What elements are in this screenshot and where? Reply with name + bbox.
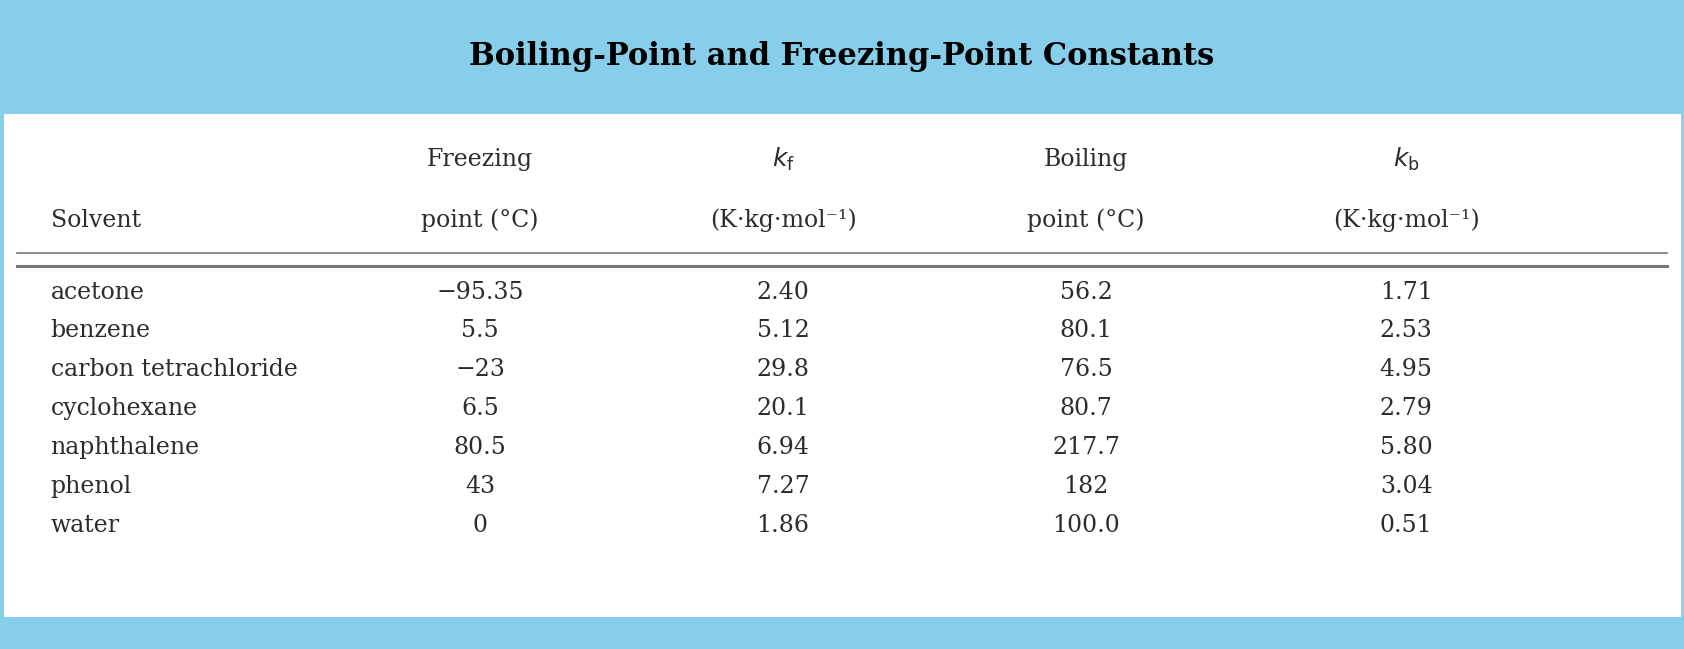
Text: (K·kg·mol⁻¹): (K·kg·mol⁻¹) (709, 209, 857, 232)
Text: carbon tetrachloride: carbon tetrachloride (51, 358, 298, 382)
Text: $\mathit{k}_\mathrm{b}$: $\mathit{k}_\mathrm{b}$ (1393, 145, 1420, 173)
Text: 1.86: 1.86 (756, 514, 810, 537)
Text: −23: −23 (455, 358, 505, 382)
Text: 43: 43 (465, 475, 495, 498)
Text: 3.04: 3.04 (1379, 475, 1433, 498)
Text: −95.35: −95.35 (436, 280, 524, 304)
Text: $\mathit{k}_\mathrm{f}$: $\mathit{k}_\mathrm{f}$ (771, 145, 795, 173)
Text: cyclohexane: cyclohexane (51, 397, 197, 421)
Text: 6.5: 6.5 (461, 397, 498, 421)
Text: 1.71: 1.71 (1379, 280, 1433, 304)
Text: Boiling: Boiling (1044, 147, 1128, 171)
Text: acetone: acetone (51, 280, 145, 304)
Text: 100.0: 100.0 (1052, 514, 1120, 537)
Text: naphthalene: naphthalene (51, 436, 200, 459)
FancyBboxPatch shape (0, 0, 1684, 114)
FancyBboxPatch shape (0, 114, 1684, 617)
Text: 2.40: 2.40 (756, 280, 810, 304)
Text: phenol: phenol (51, 475, 131, 498)
Text: 182: 182 (1064, 475, 1108, 498)
Text: 29.8: 29.8 (756, 358, 810, 382)
FancyBboxPatch shape (0, 617, 1684, 649)
Text: Freezing: Freezing (426, 147, 534, 171)
Text: (K·kg·mol⁻¹): (K·kg·mol⁻¹) (1332, 209, 1480, 232)
Text: 80.1: 80.1 (1059, 319, 1113, 343)
Text: water: water (51, 514, 120, 537)
Text: 80.5: 80.5 (453, 436, 507, 459)
Text: 0: 0 (473, 514, 487, 537)
Text: 4.95: 4.95 (1379, 358, 1433, 382)
Text: 2.53: 2.53 (1379, 319, 1433, 343)
Text: 56.2: 56.2 (1059, 280, 1113, 304)
Text: Boiling-Point and Freezing-Point Constants: Boiling-Point and Freezing-Point Constan… (470, 42, 1214, 72)
Text: 6.94: 6.94 (756, 436, 810, 459)
Text: 217.7: 217.7 (1052, 436, 1120, 459)
Text: 80.7: 80.7 (1059, 397, 1113, 421)
Text: benzene: benzene (51, 319, 150, 343)
Text: Solvent: Solvent (51, 209, 141, 232)
Text: 2.79: 2.79 (1379, 397, 1433, 421)
Text: 0.51: 0.51 (1379, 514, 1433, 537)
Text: point (°C): point (°C) (421, 209, 539, 232)
Text: 7.27: 7.27 (756, 475, 810, 498)
Text: 5.12: 5.12 (756, 319, 810, 343)
Text: 76.5: 76.5 (1059, 358, 1113, 382)
Text: 5.5: 5.5 (461, 319, 498, 343)
Text: point (°C): point (°C) (1027, 209, 1145, 232)
Text: 20.1: 20.1 (756, 397, 810, 421)
Text: 5.80: 5.80 (1379, 436, 1433, 459)
